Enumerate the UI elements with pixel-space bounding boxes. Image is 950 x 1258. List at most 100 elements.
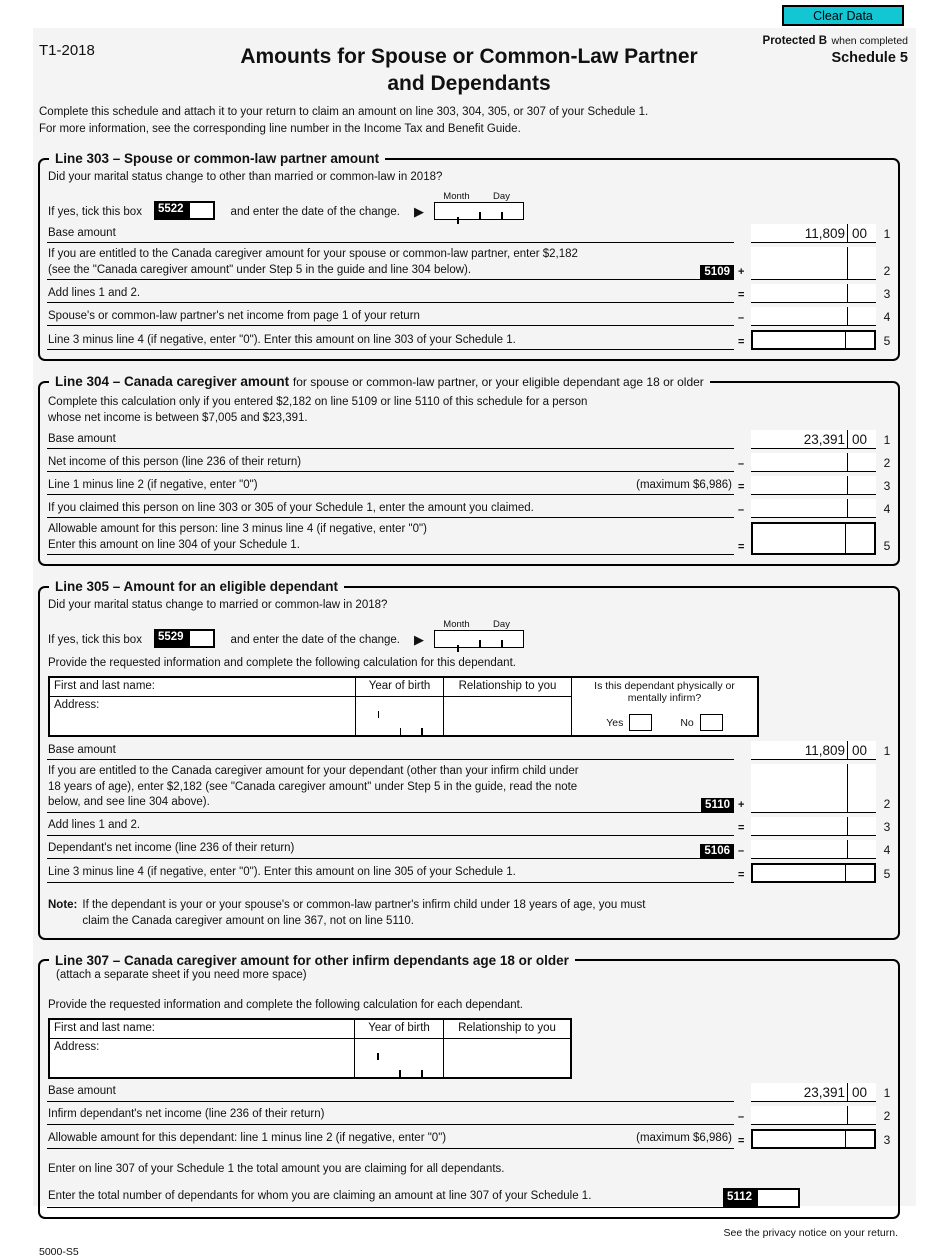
date-field[interactable]: [434, 202, 524, 224]
name-label-cell[interactable]: First and last name:: [50, 1019, 355, 1039]
provide-text: Provide the requested information and co…: [48, 998, 523, 1011]
calc-row-result: Line 3 minus line 4 (if negative, enter …: [47, 862, 898, 883]
dependant-count-field[interactable]: [756, 1187, 800, 1208]
line-number: 1: [883, 433, 891, 447]
amount-field-result[interactable]: [751, 862, 876, 883]
protected-label: Protected B when completed: [762, 35, 908, 47]
calc-row: Base amount 11,809 00 1: [47, 741, 898, 760]
line-number: 1: [883, 744, 891, 758]
section-304-title: Line 304 – Canada caregiver amount for s…: [55, 374, 704, 389]
year-of-birth-field[interactable]: [355, 1038, 444, 1077]
line-number: 5: [883, 334, 891, 348]
address-cell[interactable]: Address:: [50, 697, 356, 735]
clear-data-button[interactable]: Clear Data: [782, 5, 904, 26]
line-number: 2: [883, 264, 891, 278]
year-of-birth-header: Year of birth: [356, 678, 444, 697]
calc-row: Add lines 1 and 2. = 3: [47, 816, 898, 836]
amount-field[interactable]: [751, 453, 876, 472]
amount-field[interactable]: 11,809 00: [751, 741, 876, 760]
calc-row-result: Line 3 minus line 4 (if negative, enter …: [47, 330, 898, 350]
relationship-field[interactable]: [444, 1039, 570, 1077]
amount-field-result[interactable]: [751, 522, 876, 555]
calc-row-result: Allowable amount for this dependant: lin…: [47, 1128, 898, 1149]
amount-field[interactable]: 23,391 00: [751, 1082, 876, 1102]
header-right: Protected B when completed Schedule 5: [763, 32, 908, 66]
tick-date-row: If yes, tick this box 5522 and enter the…: [48, 187, 898, 224]
form-number: 5000-S5: [39, 1245, 79, 1258]
infirm-question-cell: Is this dependant physically or mentally …: [572, 678, 757, 735]
arrow-right-icon: ▶: [414, 632, 424, 647]
row-label: If you are entitled to the Canada caregi…: [48, 765, 579, 777]
row-label: Base amount: [48, 1085, 116, 1097]
address-cell[interactable]: Address:: [50, 1038, 355, 1077]
amount-field[interactable]: [751, 816, 876, 836]
section-line-303: Line 303 – Spouse or common-law partner …: [38, 151, 900, 361]
line-number: 4: [883, 502, 891, 516]
section-line-304: Line 304 – Canada caregiver amount for s…: [38, 374, 900, 566]
line-number: 4: [883, 842, 891, 857]
field-code-5522: 5522: [153, 201, 188, 220]
amount-field[interactable]: [751, 1105, 876, 1125]
row-label: If you claimed this person on line 303 o…: [48, 501, 534, 514]
section-303-title: Line 303 – Spouse or common-law partner …: [55, 151, 380, 166]
intro-text: Complete this schedule and attach it to …: [39, 106, 649, 135]
calc-row: Base amount 11,809 00 1: [47, 224, 898, 243]
field-code-5110: 5110: [701, 797, 734, 813]
enter-total-text: Enter on line 307 of your Schedule 1 the…: [48, 1162, 505, 1175]
name-label-cell[interactable]: First and last name:: [50, 678, 356, 697]
row-label: Line 1 minus line 2 (if negative, enter …: [48, 478, 258, 491]
row-label: Base amount: [48, 432, 116, 445]
calc-row: Spouse's or common-law partner's net inc…: [47, 307, 898, 326]
row-label: If you are entitled to the Canada caregi…: [48, 248, 578, 260]
form-page: Protected B when completed Schedule 5 T1…: [33, 28, 916, 1258]
marital-question: Did your marital status change to other …: [48, 171, 443, 183]
row-label: Add lines 1 and 2.: [48, 286, 141, 299]
line-number: 5: [883, 539, 891, 553]
year-of-birth-header: Year of birth: [355, 1019, 444, 1039]
amount-field-result[interactable]: [751, 330, 876, 350]
amount-field[interactable]: [751, 247, 876, 280]
section-line-305: Line 305 – Amount for an eligible depend…: [38, 579, 900, 940]
provide-text: Provide the requested information and co…: [48, 657, 516, 669]
amount-field[interactable]: [751, 476, 876, 495]
amount-field[interactable]: 11,809 00: [751, 224, 876, 243]
relationship-field[interactable]: [444, 697, 572, 735]
calc-row: Line 1 minus line 2 (if negative, enter …: [47, 476, 898, 495]
calc-row: Dependant's net income (line 236 of thei…: [47, 839, 898, 859]
line-number: 2: [883, 456, 891, 470]
section-304-intro: Complete this calculation only if you en…: [48, 396, 588, 424]
form-version: T1-2018: [39, 42, 95, 59]
tick-checkbox-5522[interactable]: [187, 201, 215, 220]
section-305-title: Line 305 – Amount for an eligible depend…: [55, 579, 339, 594]
line-number: 5: [883, 866, 891, 881]
relationship-header: Relationship to you: [444, 1020, 570, 1039]
calc-row: Infirm dependant's net income (line 236 …: [47, 1105, 898, 1125]
line-number: 2: [883, 796, 891, 811]
maximum-note: (maximum $6,986): [636, 1132, 732, 1144]
amount-field[interactable]: [751, 764, 876, 813]
note-text: Note: If the dependant is your or your s…: [48, 898, 646, 927]
amount-field[interactable]: [751, 839, 876, 859]
yes-checkbox[interactable]: [629, 714, 653, 731]
section-307-title: Line 307 – Canada caregiver amount for o…: [55, 952, 569, 968]
tick-checkbox-5529[interactable]: [187, 629, 215, 648]
line-number: 2: [883, 1108, 891, 1123]
schedule-label: Schedule 5: [831, 50, 908, 66]
yes-label: Yes: [606, 716, 624, 729]
calc-row: Add lines 1 and 2. = 3: [47, 284, 898, 303]
amount-field[interactable]: 23,391 00: [751, 430, 876, 449]
calc-row: Net income of this person (line 236 of t…: [47, 453, 898, 472]
amount-field[interactable]: [751, 307, 876, 326]
date-field[interactable]: [434, 630, 524, 652]
amount-field[interactable]: [751, 284, 876, 303]
year-of-birth-field[interactable]: [356, 697, 444, 735]
section-307-subtitle: (attach a separate sheet if you need mor…: [56, 968, 307, 981]
calc-row-result: Allowable amount for this person: line 3…: [47, 522, 898, 555]
line-number: 4: [883, 310, 891, 324]
day-label: Day: [493, 191, 510, 202]
no-checkbox[interactable]: [699, 714, 723, 731]
line-number: 3: [883, 819, 891, 834]
amount-field-result[interactable]: [751, 1128, 876, 1149]
amount-field[interactable]: [751, 499, 876, 518]
row-label: Infirm dependant's net income (line 236 …: [48, 1108, 325, 1120]
